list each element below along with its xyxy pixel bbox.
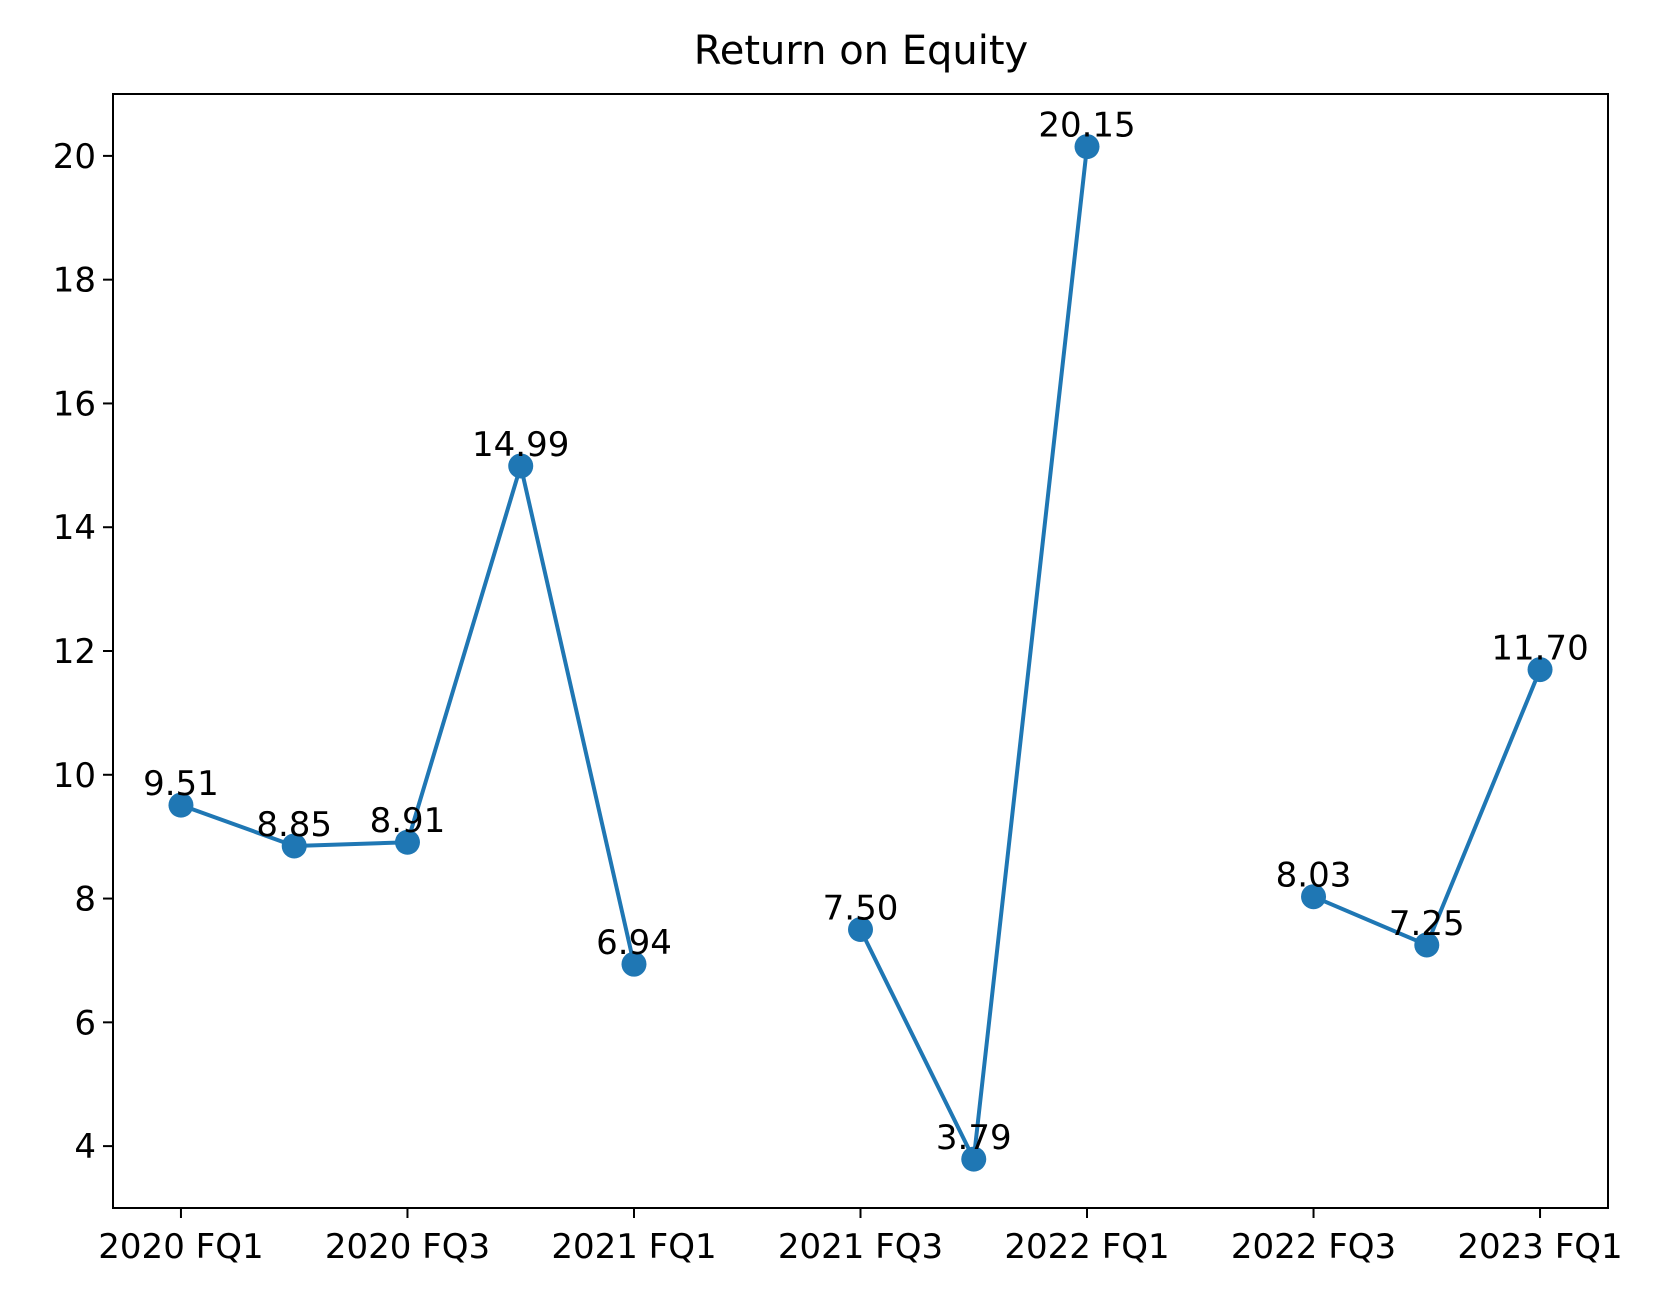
series-line xyxy=(858,146,1090,1162)
y-tick-label: 12 xyxy=(53,632,96,672)
data-point xyxy=(961,1146,987,1172)
y-tick-label: 14 xyxy=(53,508,96,548)
data-point xyxy=(621,951,647,977)
y-tick-label: 20 xyxy=(53,137,96,177)
x-tick-label: 2020 FQ3 xyxy=(325,1227,490,1267)
x-axis: 2020 FQ1 2020 FQ3 2021 FQ1 2021 FQ3 2022 FQ1… xyxy=(98,1208,1623,1267)
data-label: 9.51 xyxy=(143,764,219,804)
data-labels: 9.51 8.85 8.91 14.99 6.94 7.50 3.79 20.15 8.03 7.… xyxy=(143,106,1589,1159)
x-tick-label: 2020 FQ1 xyxy=(98,1227,263,1267)
data-label: 3.79 xyxy=(936,1118,1012,1158)
data-label: 8.03 xyxy=(1276,856,1352,896)
data-label: 20.15 xyxy=(1038,106,1135,146)
x-tick-label: 2021 FQ3 xyxy=(778,1227,943,1267)
data-point xyxy=(848,917,873,942)
y-axis: 4 6 8 10 12 14 16 18 20 xyxy=(53,137,113,1167)
plot-frame xyxy=(112,93,1609,1209)
y-tick-label: 18 xyxy=(53,261,96,301)
data-point xyxy=(1074,134,1100,160)
x-tick-label: 2021 FQ1 xyxy=(551,1227,716,1267)
series-lines xyxy=(180,146,1542,1162)
chart-title: Return on Equity xyxy=(694,28,1028,74)
x-tick-label: 2022 FQ3 xyxy=(1231,1227,1396,1267)
data-point xyxy=(281,833,307,859)
data-label: 14.99 xyxy=(472,425,569,465)
data-label: 6.94 xyxy=(596,923,672,963)
data-label: 8.91 xyxy=(370,801,446,841)
y-tick-label: 16 xyxy=(53,384,96,424)
data-point xyxy=(508,453,534,479)
x-tick-label: 2023 FQ1 xyxy=(1457,1227,1622,1267)
data-point xyxy=(394,829,420,855)
y-tick-label: 4 xyxy=(74,1127,96,1167)
data-point xyxy=(1414,932,1440,958)
y-tick-label: 6 xyxy=(74,1003,96,1043)
y-tick-label: 8 xyxy=(74,880,96,920)
x-tick-label: 2022 FQ1 xyxy=(1004,1227,1169,1267)
data-point xyxy=(1527,657,1553,683)
data-label: 7.50 xyxy=(823,889,899,929)
series-points xyxy=(168,134,1553,1172)
y-tick-label: 10 xyxy=(53,756,96,796)
data-label: 8.85 xyxy=(256,805,332,845)
data-label: 7.25 xyxy=(1389,904,1465,944)
data-point xyxy=(1301,884,1327,910)
series-line xyxy=(180,463,636,965)
data-label: 11.70 xyxy=(1491,629,1588,669)
data-point xyxy=(168,792,194,818)
